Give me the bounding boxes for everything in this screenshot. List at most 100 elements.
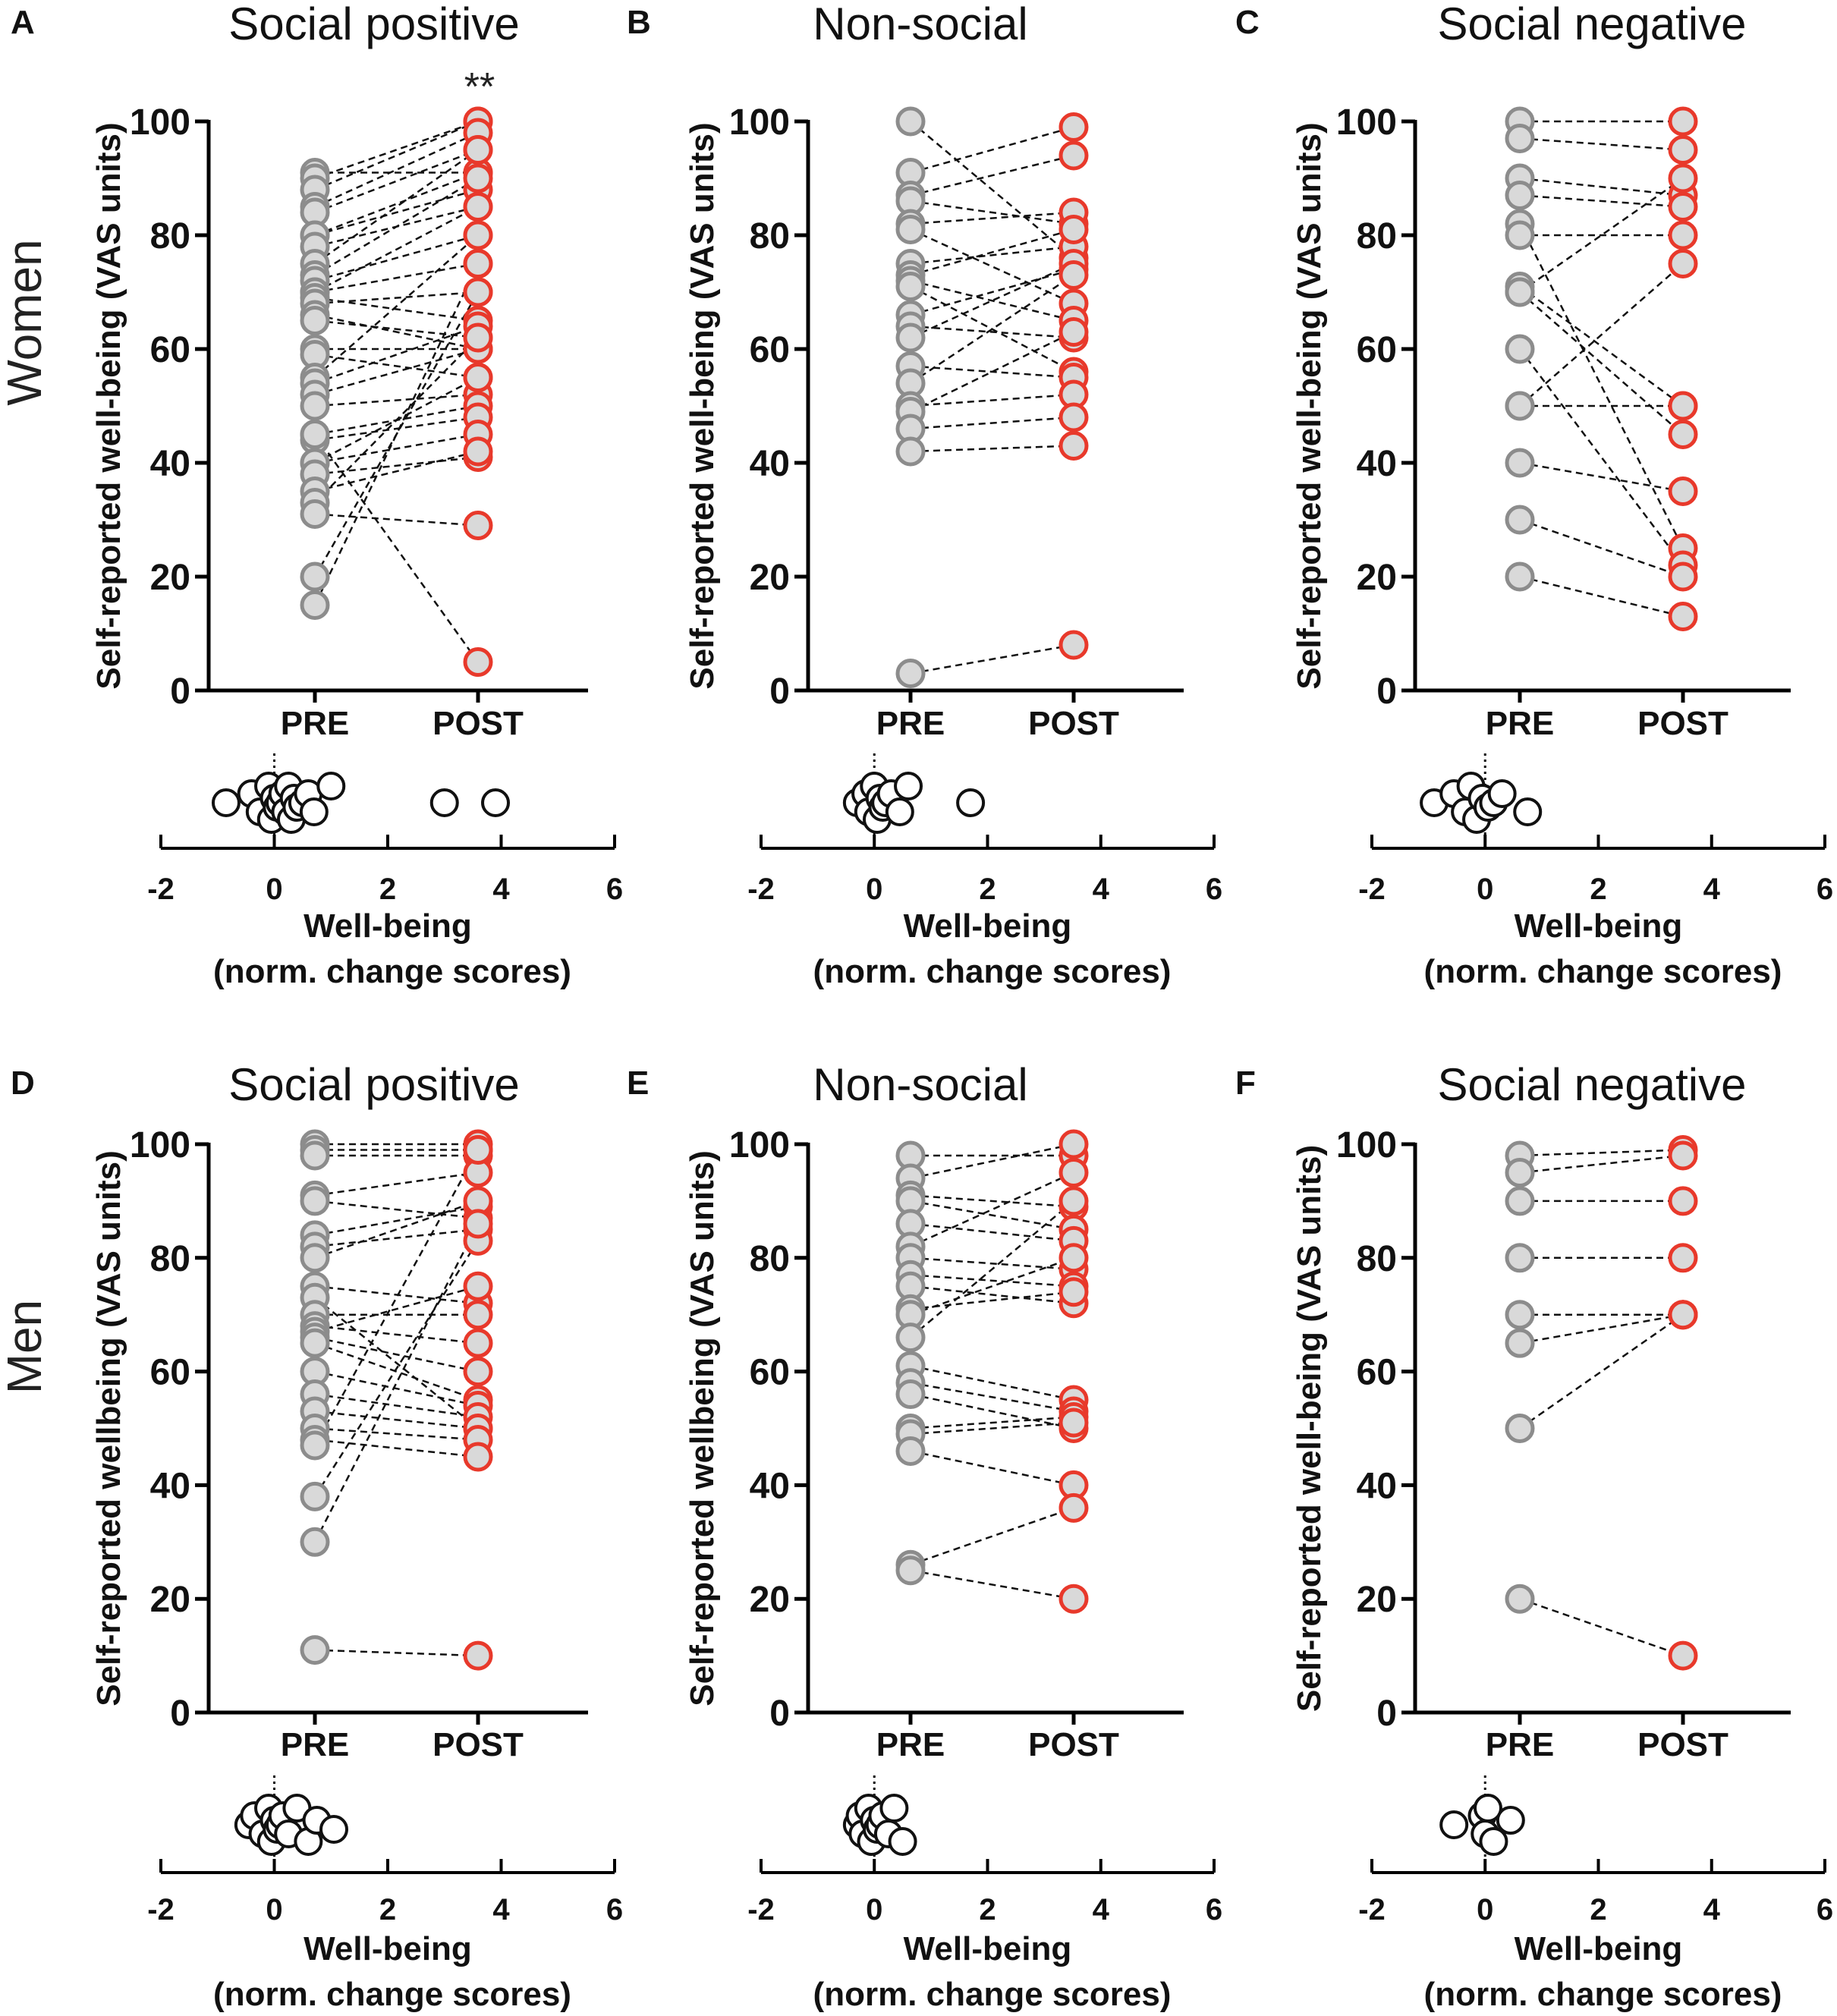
pre-point <box>895 1436 926 1466</box>
category-label-pre: PRE <box>1486 705 1554 742</box>
change-score-point <box>319 1815 348 1844</box>
y-tick-label: 20 <box>750 558 790 598</box>
post-point <box>1668 1140 1698 1171</box>
pre-point <box>1505 1584 1535 1614</box>
y-tick-label: 100 <box>130 1125 190 1165</box>
pair-line <box>314 1285 479 1304</box>
change-score-tick-label: 4 <box>492 1893 510 1926</box>
y-tick-label: 60 <box>150 330 190 370</box>
pair-line <box>1519 291 1684 436</box>
pair-line <box>1519 263 1684 407</box>
panel-title: Non-social <box>813 0 1027 49</box>
pair-line <box>1518 223 1684 549</box>
pair-line <box>314 513 479 527</box>
pair-line <box>314 120 479 191</box>
change-score-point <box>1496 1806 1525 1835</box>
pair-line <box>314 337 479 504</box>
post-point <box>1058 1277 1089 1307</box>
pair-line <box>910 1143 1074 1180</box>
change-score-point <box>299 797 329 826</box>
post-point <box>463 1640 493 1671</box>
panel-c: C Social negative Self-reported well-being… <box>1235 0 1833 990</box>
pair-line <box>314 1206 479 1237</box>
row-label-women: Women <box>0 239 52 405</box>
change-score-tick-label: 6 <box>1206 873 1222 906</box>
change-score-point <box>1513 797 1543 826</box>
pair-line <box>910 365 1074 379</box>
pre-point <box>300 420 330 449</box>
panel-title: Non-social <box>813 1059 1027 1110</box>
post-point <box>463 135 493 165</box>
pair-line <box>314 149 479 214</box>
pre-point <box>1505 1186 1535 1216</box>
pair-line <box>910 211 1074 225</box>
category-label-pre: PRE <box>876 705 945 742</box>
post-point <box>463 1357 493 1387</box>
pair-line <box>910 121 1074 259</box>
category-label-pre: PRE <box>281 1726 349 1763</box>
pre-point <box>1505 220 1535 250</box>
pre-point <box>300 306 330 335</box>
y-tick-label: 80 <box>150 1239 190 1279</box>
post-point <box>463 322 493 353</box>
y-tick-label: 60 <box>750 330 790 370</box>
pair-line <box>314 234 479 282</box>
change-score-tick-label: 0 <box>866 1893 882 1926</box>
post-point <box>1058 140 1089 171</box>
change-score-point <box>956 788 986 817</box>
post-point <box>1668 1300 1698 1330</box>
change-score-point <box>316 772 346 800</box>
pre-point <box>895 659 926 688</box>
pre-point <box>895 436 926 467</box>
pair-line <box>910 245 1074 265</box>
pair-line <box>314 131 479 208</box>
pair-line <box>910 1382 1074 1413</box>
y-tick-label: 40 <box>150 444 190 484</box>
category-label-post: POST <box>1637 705 1728 742</box>
change-score-tick-label: -2 <box>1358 1893 1386 1926</box>
change-score-axis-sublabel: (norm. change scores) <box>813 953 1172 990</box>
pair-line <box>910 279 1074 322</box>
pair-line <box>313 1223 480 1543</box>
y-axis-label: Self-reported well-being (VAS units) <box>684 122 721 689</box>
pre-point <box>895 1379 926 1410</box>
pair-line <box>910 1256 1074 1271</box>
post-point <box>1058 1407 1089 1438</box>
y-tick-label: 100 <box>130 102 190 143</box>
post-point <box>1668 420 1698 449</box>
y-tick-label: 80 <box>750 216 790 256</box>
pre-point <box>300 1140 330 1171</box>
pair-line <box>313 291 480 577</box>
pair-line <box>910 1364 1074 1401</box>
post-point <box>1058 402 1089 432</box>
pair-line <box>314 263 479 294</box>
change-score-axis-sublabel: (norm. change scores) <box>213 1976 571 2013</box>
change-score-axis-sublabel: (norm. change scores) <box>1424 953 1782 990</box>
panel-f: F Social negative Self-reported well-being… <box>1235 1059 1833 2013</box>
pair-line <box>314 1341 479 1401</box>
pre-point <box>300 590 330 620</box>
post-point <box>1668 561 1698 592</box>
pair-line <box>314 206 479 294</box>
pre-point <box>1505 561 1535 592</box>
change-score-axis-sublabel: (norm. change scores) <box>813 1976 1172 2013</box>
pre-point <box>895 1323 926 1353</box>
post-point <box>1058 215 1089 244</box>
category-label-post: POST <box>1028 1726 1119 1763</box>
pair-line <box>314 1439 479 1458</box>
change-score-tick-label: -2 <box>147 1893 175 1926</box>
post-point <box>1058 1157 1089 1187</box>
y-axis-label: Self-reported well-being (VAS units) <box>90 122 127 689</box>
pre-point <box>1505 334 1535 364</box>
change-score-tick-label: 4 <box>1093 873 1110 906</box>
category-label-pre: PRE <box>876 1726 945 1763</box>
change-score-point <box>211 788 241 817</box>
change-score-tick-label: 6 <box>606 1893 623 1926</box>
pair-line <box>314 1427 479 1441</box>
pair-line <box>910 1285 1074 1304</box>
post-point <box>1668 1186 1698 1216</box>
pair-line <box>1519 1313 1684 1429</box>
pre-point <box>1505 1328 1535 1358</box>
post-point <box>1668 192 1698 222</box>
